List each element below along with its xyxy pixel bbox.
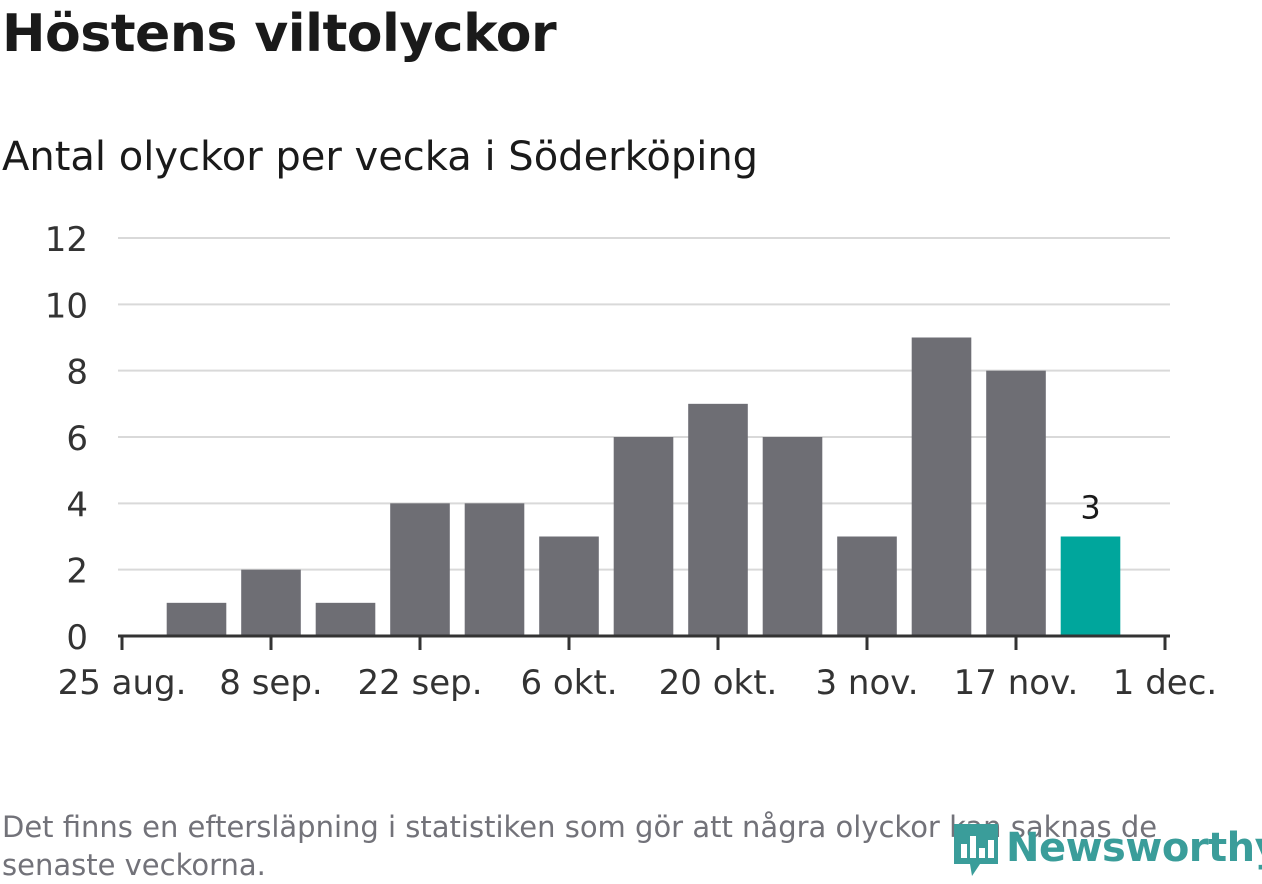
y-tick-label: 6: [66, 419, 88, 459]
x-tick-label: 6 okt.: [520, 663, 617, 703]
x-axis-ticks: 25 aug. 8 sep. 22 sep. 6 okt. 20 okt. 3 nov. 1…: [58, 636, 1217, 703]
x-tick-label: 17 nov.: [954, 663, 1079, 703]
bar-highlight: [1060, 536, 1121, 636]
bar: [613, 437, 674, 636]
bar: [688, 403, 748, 636]
x-tick-label: 22 sep.: [357, 663, 482, 703]
x-tick-label: 20 okt.: [659, 663, 778, 703]
chart-subtitle: Antal olyckor per vecka i Söderköping: [2, 134, 759, 180]
bar: [911, 337, 972, 636]
x-tick-label: 3 nov.: [815, 663, 918, 703]
y-tick-label: 12: [45, 220, 88, 260]
bar: [464, 503, 525, 636]
bar: [986, 370, 1046, 636]
x-tick-label: 25 aug.: [58, 663, 187, 703]
bar: [166, 602, 227, 636]
bar: [315, 602, 376, 636]
y-tick-label: 4: [66, 485, 88, 525]
newsworthy-logo-icon: [954, 824, 998, 876]
bar: [539, 536, 599, 636]
bar: [837, 536, 897, 636]
newsworthy-logo: Newsworthy: [950, 818, 1262, 878]
bars: [166, 337, 1121, 636]
chart-title: Höstens viltolyckor: [2, 4, 557, 64]
bar: [390, 503, 450, 636]
data-labels: 3: [1080, 489, 1100, 527]
x-tick-label: 8 sep.: [219, 663, 322, 703]
y-tick-label: 2: [66, 552, 88, 592]
y-tick-label: 10: [45, 286, 88, 326]
bar: [241, 569, 301, 636]
y-axis-ticks: 0 2 4 6 8 10 12: [45, 220, 88, 658]
x-tick-label: 1 dec.: [1113, 663, 1217, 703]
logo-text: Newsworthy: [1006, 825, 1262, 871]
data-label: 3: [1080, 489, 1100, 527]
y-tick-label: 8: [66, 353, 88, 393]
bar-chart: 0 2 4 6 8 10 12 25 aug. 8 sep. 22 sep. 6 okt. 20 o…: [45, 220, 1217, 703]
y-tick-label: 0: [66, 618, 88, 658]
bar: [762, 437, 823, 636]
